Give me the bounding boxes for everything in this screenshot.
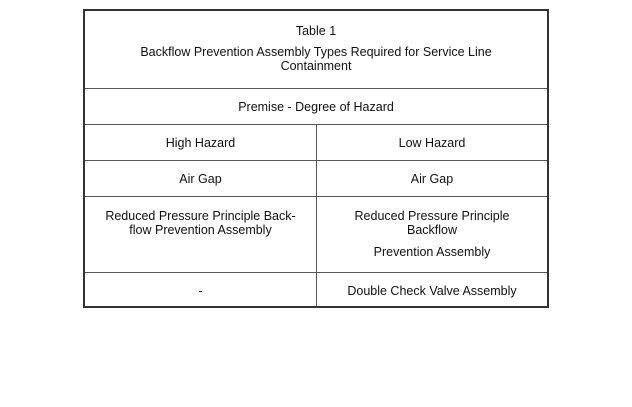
column-header-low-hazard: Low Hazard	[398, 136, 466, 150]
cell-high-air-gap: Air Gap	[85, 161, 317, 196]
table-title-row: Table 1 Backflow Prevention Assembly Typ…	[85, 11, 547, 89]
cell-low-rpp: Reduced Pressure Principle Backflow	[354, 209, 510, 237]
table-label: Table 1	[295, 24, 337, 38]
column-header-high-hazard: High Hazard	[85, 125, 317, 160]
cell-low-rpp-continued: Prevention Assembly	[373, 245, 491, 259]
cell-low-double-check: Double Check Valve Assembly	[347, 284, 517, 298]
table-row: - Double Check Valve Assembly	[85, 273, 547, 306]
group-header: Premise - Degree of Hazard	[238, 100, 394, 114]
cell-low-air-gap: Air Gap	[410, 172, 454, 186]
group-header-row: Premise - Degree of Hazard	[85, 89, 547, 125]
table-row: Reduced Pressure Principle Back-flow Pre…	[85, 197, 547, 273]
cell-high-dash: -	[85, 273, 317, 306]
table-caption: Backflow Prevention Assembly Types Requi…	[140, 45, 492, 73]
column-header-row: High Hazard Low Hazard	[85, 125, 547, 161]
cell-high-rpp: Reduced Pressure Principle Back-flow Pre…	[85, 197, 317, 272]
table-1: Table 1 Backflow Prevention Assembly Typ…	[83, 9, 549, 308]
table-row: Air Gap Air Gap	[85, 161, 547, 197]
